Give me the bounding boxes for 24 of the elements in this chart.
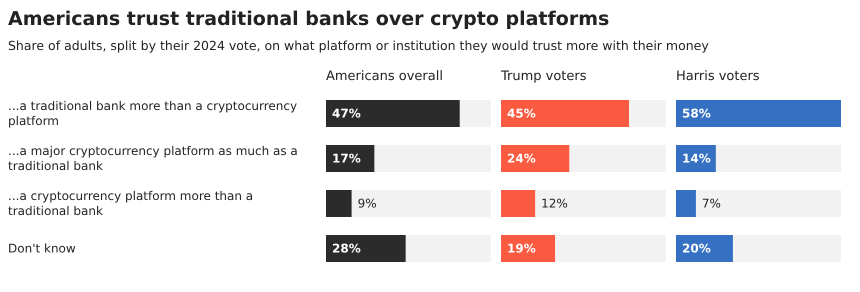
series-label: Trump voters [501,69,587,84]
series-label: Americans overall [326,69,443,84]
data-label: 12% [541,196,568,210]
data-label: 45% [507,106,536,120]
data-label: 58% [682,106,711,120]
chart-subtitle: Share of adults, split by their 2024 vote, on what platform or institution they would trust more with their money [8,38,710,53]
y-tick-label: ...a traditional bank more than a cryptocurrency platform [8,99,298,128]
y-tick-label: ...a cryptocurrency platform more than a traditional bank [8,189,254,218]
data-label: 19% [507,242,536,256]
y-tick-label: Don't know [8,242,76,256]
data-label: 28% [332,242,361,256]
data-label: 47% [332,106,361,120]
bar [676,190,696,217]
bar [326,190,352,217]
data-label: 9% [358,196,377,210]
data-label: 14% [682,152,711,166]
chart-title: Americans trust traditional banks over crypto platforms [8,8,610,30]
data-label: 24% [507,152,536,166]
y-tick-label: ...a major cryptocurrency platform as much as a traditional bank [8,144,298,173]
data-label: 17% [332,152,361,166]
data-label: 20% [682,242,711,256]
bar [501,190,536,217]
series-label: Harris voters [676,69,760,84]
data-label: 7% [702,196,721,210]
